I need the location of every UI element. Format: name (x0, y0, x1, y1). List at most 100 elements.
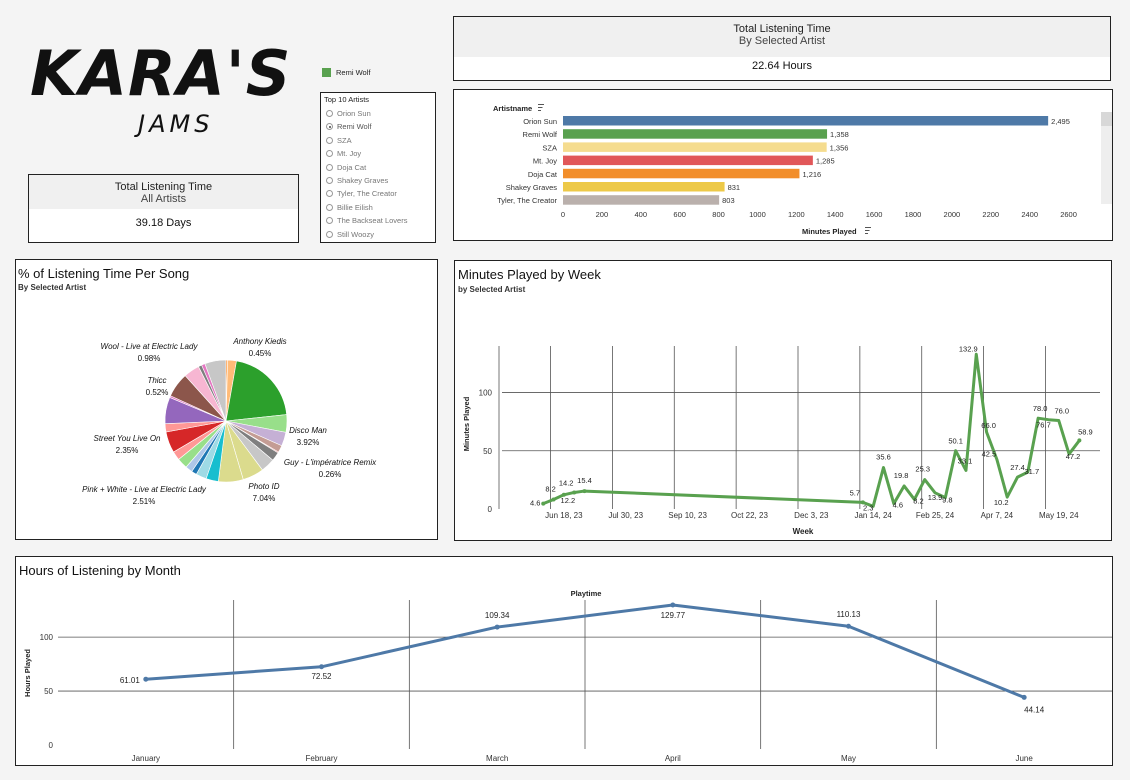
bar-mt-joy[interactable] (563, 155, 813, 166)
pie-slice[interactable] (225, 360, 287, 422)
bar-value-label: 1,358 (830, 130, 849, 139)
scrollbar[interactable] (1101, 112, 1112, 204)
month-point-label: 72.52 (311, 672, 332, 681)
week-point[interactable] (561, 492, 566, 497)
week-y-axis-label: Minutes Played (462, 396, 471, 451)
week-point-label: 2.3 (863, 503, 873, 512)
filter-option-label: Remi Wolf (337, 122, 372, 132)
month-x-tick-label: March (486, 754, 508, 763)
pie-slice-label: Disco Man (289, 426, 327, 435)
radio-icon[interactable] (326, 190, 333, 198)
filter-option-still-woozy[interactable]: Still Woozy (326, 230, 374, 239)
filter-option-billie-eilish[interactable]: Billie Eilish (326, 203, 373, 212)
radio-icon[interactable] (326, 230, 333, 238)
artist-bar-chart-panel: Artistname Minutes Played 0 200 400 600 800 1… (453, 89, 1113, 241)
pie-slice-pct: 2.35% (116, 446, 139, 455)
radio-icon[interactable] (326, 136, 333, 144)
pie-subtitle: By Selected Artist (18, 283, 87, 292)
song-pie-chart: Anthony Kiedis 0.45% Wool - Live at Electr… (82, 337, 377, 506)
scrollbar-thumb[interactable] (1101, 112, 1112, 126)
week-subtitle: by Selected Artist (458, 285, 526, 294)
bar-x-sort-icon[interactable] (865, 227, 871, 234)
week-point-label: 5.7 (850, 488, 860, 497)
bar-x-tick-label: 800 (712, 210, 725, 219)
color-legend: Remi Wolf (322, 68, 370, 77)
week-point[interactable] (551, 497, 556, 502)
filter-option-the-backseat-lovers[interactable]: The Backseat Lovers (326, 216, 407, 225)
pie-slice-pct: 0.52% (146, 388, 169, 397)
bar-doja-cat[interactable] (563, 168, 800, 179)
week-point-label: 15.4 (577, 476, 592, 485)
week-point-label: 47.2 (1066, 452, 1081, 461)
week-point[interactable] (1077, 438, 1082, 443)
week-point-label: 13.9 (928, 493, 943, 502)
radio-icon[interactable] (326, 150, 333, 158)
filter-option-label: Tyler, The Creator (337, 189, 397, 199)
bar-tyler-the-creator[interactable] (563, 195, 720, 205)
week-x-tick-label: Jun 18, 23 (545, 511, 583, 520)
pie-slice-label: Thicc (147, 376, 166, 385)
radio-icon[interactable] (326, 110, 333, 117)
week-point-label: 27.4 (1010, 463, 1025, 472)
bar-orion-sun[interactable] (563, 116, 1049, 126)
bar-category-label: Tyler, The Creator (497, 196, 557, 205)
month-point[interactable] (143, 676, 149, 682)
week-point[interactable] (582, 489, 587, 494)
pie-slice-label: Photo ID (248, 482, 279, 491)
filter-option-orion-sun[interactable]: Orion Sun (326, 109, 371, 118)
radio-icon[interactable] (326, 163, 333, 171)
month-point[interactable] (670, 602, 676, 608)
bar-x-tick-label: 200 (596, 210, 609, 219)
bar-category-label: SZA (542, 143, 557, 152)
week-point-label: 132.9 (959, 344, 978, 353)
month-point[interactable] (494, 624, 500, 630)
filter-option-shakey-graves[interactable]: Shakey Graves (326, 176, 388, 185)
bar-shakey-graves[interactable] (563, 182, 725, 192)
week-point[interactable] (541, 501, 546, 506)
month-point[interactable] (1021, 694, 1027, 700)
week-x-tick-label: May 19, 24 (1039, 511, 1079, 520)
logo: KARA'S JAMS (30, 38, 290, 148)
bar-x-tick-label: 0 (561, 210, 565, 219)
month-y-axis-label: Hours Played (23, 649, 32, 697)
bar-x-tick-label: 1400 (827, 210, 844, 219)
week-point-label: 31.7 (1025, 467, 1040, 476)
week-point-label: 9.8 (942, 496, 952, 505)
radio-icon[interactable] (326, 177, 333, 184)
filter-option-remi-wolf[interactable]: Remi Wolf (326, 122, 371, 131)
filter-option-tyler-the-creator[interactable]: Tyler, The Creator (326, 189, 397, 198)
month-point-label: 44.14 (1024, 705, 1045, 714)
month-point[interactable] (319, 664, 324, 670)
filter-option-doja-cat[interactable]: Doja Cat (326, 163, 366, 172)
radio-icon[interactable] (326, 123, 333, 131)
radio-icon[interactable] (326, 217, 333, 225)
pie-slice-label: Street You Live On (93, 434, 161, 443)
kpi-all-header: Total Listening Time All Artists (29, 175, 298, 209)
filter-option-sza[interactable]: SZA (326, 136, 352, 145)
radio-icon[interactable] (326, 203, 333, 211)
month-x-tick-label: April (665, 754, 681, 763)
week-point[interactable] (572, 490, 577, 495)
bar-sza[interactable] (563, 142, 827, 152)
week-point-label: 12.2 (561, 496, 576, 505)
week-point-label: 78.0 (1033, 404, 1048, 413)
bar-remi-wolf[interactable] (563, 129, 828, 139)
month-point-label: 61.01 (120, 676, 141, 685)
week-point-label: 10.2 (994, 498, 1009, 507)
bar-y-sort-icon[interactable] (538, 104, 544, 111)
month-x-tick-label: January (132, 754, 160, 763)
kpi-selected-subtitle: By Selected Artist (738, 35, 826, 47)
week-point-label: 58.9 (1078, 427, 1093, 436)
pie-slice-pct: 2.51% (133, 497, 156, 506)
bar-category-label: Shakey Graves (506, 183, 558, 192)
week-point-label: 33.1 (958, 456, 973, 465)
artist-filter: Top 10 Artists Orion Sun Remi Wolf SZA Mt. … (320, 92, 436, 243)
week-point[interactable] (860, 500, 865, 505)
week-y-tick-label: 100 (479, 389, 493, 398)
pie-slice[interactable] (204, 359, 227, 422)
month-y-tick-label: 100 (40, 633, 54, 642)
week-point-label: 8.2 (545, 484, 555, 493)
filter-option-mt-joy[interactable]: Mt. Joy (326, 149, 361, 158)
month-x-tick-label: June (1015, 754, 1033, 763)
month-point[interactable] (846, 623, 851, 629)
